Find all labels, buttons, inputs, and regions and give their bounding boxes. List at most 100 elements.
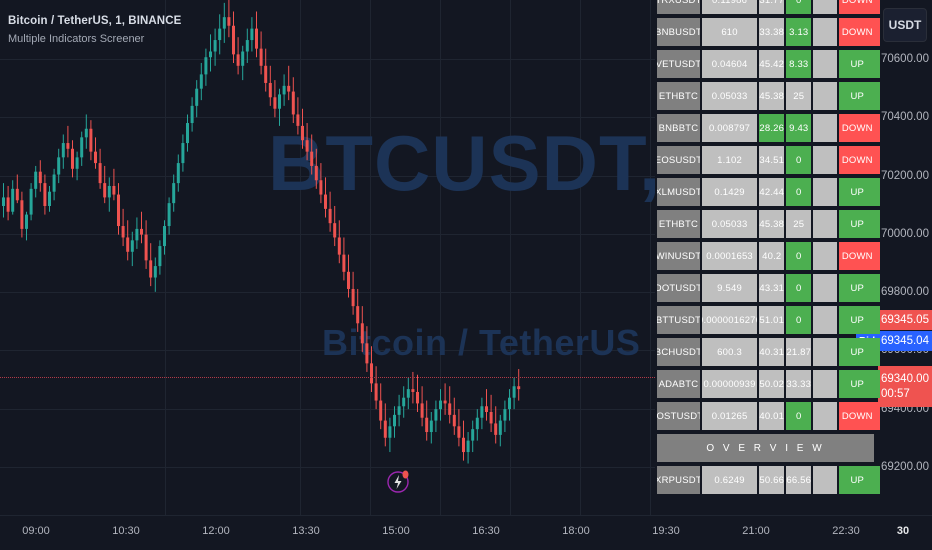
table-row[interactable]: BNBBTC 0.008797 28.26 9.43 DOWN bbox=[655, 112, 878, 144]
cell-symbol[interactable]: WINUSDT bbox=[657, 242, 700, 270]
cell-spacer[interactable] bbox=[813, 50, 837, 78]
currency-chip[interactable]: USDT bbox=[883, 8, 927, 42]
screener-table[interactable]: TRXUSDT 0.11986 31.77 0 DOWN BNBUSDT 610 33.38 3… bbox=[655, 0, 878, 515]
price-axis[interactable]: USDT Ask 69345.05 Bid 69345.04 69340.00 … bbox=[856, 0, 932, 531]
cell-indicator-1[interactable]: 50.66 bbox=[759, 466, 785, 494]
cell-signal[interactable]: UP bbox=[838, 210, 877, 238]
overview-row[interactable]: O V E R V I E W bbox=[657, 434, 874, 462]
cell-indicator-2[interactable]: 66.56 bbox=[786, 466, 812, 494]
cell-indicator-1[interactable]: 40.01 bbox=[759, 402, 785, 430]
cell-spacer[interactable] bbox=[813, 114, 837, 142]
time-axis[interactable]: 09:00 10:30 12:00 13:30 15:00 16:30 18:00 19:30… bbox=[0, 515, 932, 550]
cell-spacer[interactable] bbox=[813, 0, 837, 14]
cell-symbol[interactable]: TRXUSDT bbox=[657, 0, 700, 14]
table-row[interactable]: ADABTC 0.00000939 50.02 33.33 UP bbox=[655, 368, 878, 400]
cell-price[interactable]: 1.102 bbox=[701, 146, 758, 174]
cell-indicator-2[interactable]: 0 bbox=[786, 402, 812, 430]
cell-indicator-1[interactable]: 28.26 bbox=[759, 114, 785, 142]
cell-indicator-1[interactable]: 42.44 bbox=[759, 178, 785, 206]
cell-symbol[interactable]: BCHUSDT bbox=[657, 338, 700, 366]
cell-price[interactable]: 0.00000939 bbox=[701, 370, 758, 398]
cell-price[interactable]: 610 bbox=[701, 18, 758, 46]
cell-indicator-1[interactable]: 43.31 bbox=[759, 274, 785, 302]
chart-pane[interactable]: BTCUSDT, 1 Bitcoin / TetherUS Bitcoin / … bbox=[0, 0, 655, 515]
cell-signal[interactable]: DOWN bbox=[838, 0, 877, 14]
cell-indicator-1[interactable]: 40.31 bbox=[759, 338, 785, 366]
cell-indicator-2[interactable]: 25 bbox=[786, 82, 812, 110]
cell-signal[interactable]: UP bbox=[838, 274, 877, 302]
cell-indicator-2[interactable]: 0 bbox=[786, 274, 812, 302]
cell-indicator-2[interactable]: 8.33 bbox=[786, 50, 812, 78]
cell-spacer[interactable] bbox=[813, 274, 837, 302]
cell-indicator-2[interactable]: 21.87 bbox=[786, 338, 812, 366]
cell-symbol[interactable]: BTTUSDT bbox=[657, 306, 700, 334]
cell-signal[interactable]: UP bbox=[838, 178, 877, 206]
cell-price[interactable]: 0.05033 bbox=[701, 210, 758, 238]
lightning-bolt-icon[interactable] bbox=[386, 468, 412, 494]
cell-signal[interactable]: DOWN bbox=[838, 402, 877, 430]
cell-spacer[interactable] bbox=[813, 82, 837, 110]
cell-price[interactable]: 0.04604 bbox=[701, 50, 758, 78]
cell-indicator-1[interactable]: 33.38 bbox=[759, 18, 785, 46]
cell-spacer[interactable] bbox=[813, 402, 837, 430]
cell-indicator-2[interactable]: 0 bbox=[786, 242, 812, 270]
table-row[interactable]: ETHBTC 0.05033 45.38 25 UP bbox=[655, 80, 878, 112]
cell-indicator-2[interactable]: 33.33 bbox=[786, 370, 812, 398]
cell-signal[interactable]: DOWN bbox=[838, 146, 877, 174]
cell-indicator-1[interactable]: 45.38 bbox=[759, 210, 785, 238]
cell-price[interactable]: 0.01265 bbox=[701, 402, 758, 430]
cell-symbol[interactable]: ETHBTC bbox=[657, 82, 700, 110]
table-row[interactable]: EOSUSDT 1.102 34.51 0 DOWN bbox=[655, 144, 878, 176]
table-row[interactable]: ETHBTC 0.05033 45.38 25 UP bbox=[655, 208, 878, 240]
cell-price[interactable]: 600.3 bbox=[701, 338, 758, 366]
cell-spacer[interactable] bbox=[813, 370, 837, 398]
cell-symbol[interactable]: ADABTC bbox=[657, 370, 700, 398]
cell-symbol[interactable]: BNBBTC bbox=[657, 114, 700, 142]
cell-symbol[interactable]: XRPUSDT bbox=[657, 466, 700, 494]
cell-spacer[interactable] bbox=[813, 210, 837, 238]
cell-indicator-2[interactable]: 0 bbox=[786, 306, 812, 334]
cell-price[interactable]: 0.0000016276 bbox=[701, 306, 758, 334]
cell-spacer[interactable] bbox=[813, 306, 837, 334]
cell-indicator-1[interactable]: 51.01 bbox=[759, 306, 785, 334]
cell-price[interactable]: 9.549 bbox=[701, 274, 758, 302]
cell-indicator-2[interactable]: 3.13 bbox=[786, 18, 812, 46]
cell-price[interactable]: 0.0001653 bbox=[701, 242, 758, 270]
cell-indicator-2[interactable]: 0 bbox=[786, 0, 812, 14]
cell-spacer[interactable] bbox=[813, 178, 837, 206]
table-row[interactable]: WINUSDT 0.0001653 40.2 0 DOWN bbox=[655, 240, 878, 272]
cell-indicator-2[interactable]: 25 bbox=[786, 210, 812, 238]
cell-symbol[interactable]: VETUSDT bbox=[657, 50, 700, 78]
cell-indicator-2[interactable]: 9.43 bbox=[786, 114, 812, 142]
cell-spacer[interactable] bbox=[813, 18, 837, 46]
cell-spacer[interactable] bbox=[813, 146, 837, 174]
cell-signal[interactable]: UP bbox=[838, 466, 877, 494]
cell-indicator-1[interactable]: 31.77 bbox=[759, 0, 785, 14]
cell-spacer[interactable] bbox=[813, 242, 837, 270]
cell-indicator-1[interactable]: 40.2 bbox=[759, 242, 785, 270]
cell-symbol[interactable]: EOSUSDT bbox=[657, 146, 700, 174]
cell-indicator-1[interactable]: 34.51 bbox=[759, 146, 785, 174]
cell-symbol[interactable]: BNBUSDT bbox=[657, 18, 700, 46]
table-row[interactable]: BCHUSDT 600.3 40.31 21.87 UP bbox=[655, 336, 878, 368]
table-row[interactable]: DOTUSDT 9.549 43.31 0 UP bbox=[655, 272, 878, 304]
cell-signal[interactable]: UP bbox=[838, 370, 877, 398]
cell-signal[interactable]: DOWN bbox=[838, 242, 877, 270]
cell-price[interactable]: 0.05033 bbox=[701, 82, 758, 110]
cell-price[interactable]: 0.008797 bbox=[701, 114, 758, 142]
cell-spacer[interactable] bbox=[813, 466, 837, 494]
cell-spacer[interactable] bbox=[813, 338, 837, 366]
cell-signal[interactable]: UP bbox=[838, 82, 877, 110]
cell-signal[interactable]: UP bbox=[838, 50, 877, 78]
table-row[interactable]: XLMUSDT 0.1429 42.44 0 UP bbox=[655, 176, 878, 208]
cell-symbol[interactable]: ETHBTC bbox=[657, 210, 700, 238]
cell-signal[interactable]: DOWN bbox=[838, 18, 877, 46]
table-row[interactable]: XRPUSDT 0.6249 50.66 66.56 UP bbox=[655, 464, 878, 496]
cell-symbol[interactable]: XLMUSDT bbox=[657, 178, 700, 206]
table-row[interactable]: BTTUSDT0.000001627651.010 UP bbox=[655, 304, 878, 336]
cell-indicator-2[interactable]: 0 bbox=[786, 178, 812, 206]
cell-price[interactable]: 0.1429 bbox=[701, 178, 758, 206]
cell-symbol[interactable]: IOSTUSDT bbox=[657, 402, 700, 430]
cell-signal[interactable]: UP bbox=[838, 306, 877, 334]
